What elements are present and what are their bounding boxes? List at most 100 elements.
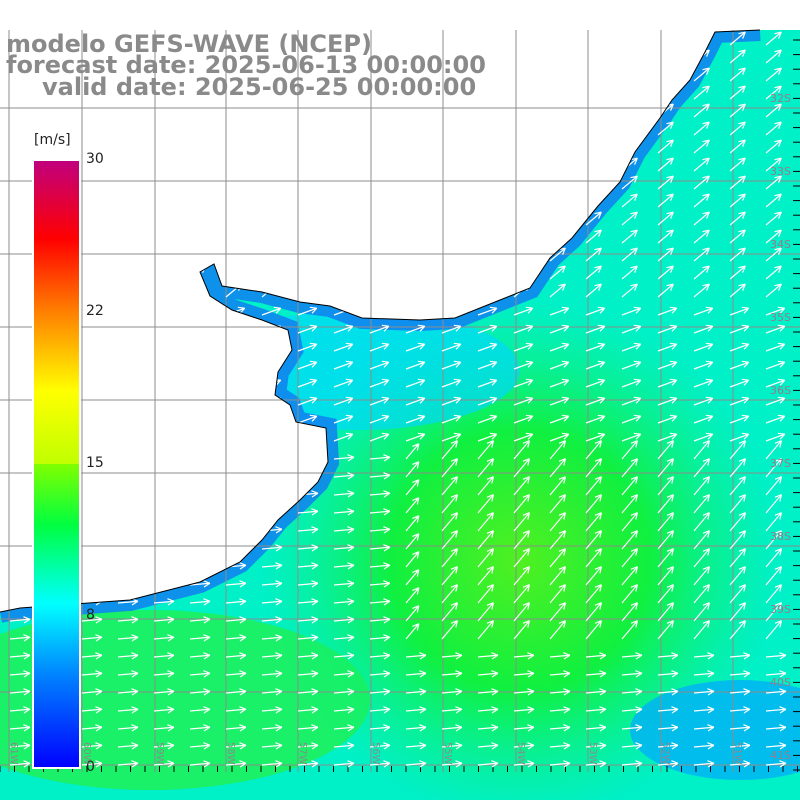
wind-arrow	[657, 283, 674, 298]
wind-arrow	[261, 175, 278, 190]
wind-arrow	[333, 342, 354, 352]
wind-arrow	[765, 378, 786, 388]
wind-arrow	[297, 193, 314, 208]
wind-arrow	[225, 598, 247, 606]
wind-arrow	[225, 342, 246, 352]
wind-arrow	[117, 306, 138, 316]
wind-arrow	[369, 688, 391, 696]
wind-arrow	[117, 634, 139, 642]
wind-arrow	[441, 211, 458, 226]
wind-arrow	[549, 432, 570, 442]
wind-arrow	[117, 432, 138, 442]
wind-arrow	[297, 103, 314, 118]
wind-arrow	[621, 458, 639, 478]
wind-arrow	[441, 378, 462, 388]
wind-arrow	[261, 508, 283, 516]
wind-arrow	[729, 121, 746, 136]
wind-arrow	[333, 562, 355, 570]
wind-arrow	[549, 211, 566, 226]
wind-arrow	[261, 396, 282, 406]
wind-arrow	[765, 494, 783, 514]
wind-arrow	[9, 688, 31, 696]
wind-arrow	[621, 49, 638, 64]
wind-arrow	[729, 67, 746, 82]
wind-arrow	[477, 265, 494, 280]
wind-arrow	[117, 616, 139, 624]
wind-arrow	[333, 472, 355, 480]
wind-arrow	[333, 211, 350, 226]
wind-arrow	[153, 432, 174, 442]
wind-arrow	[621, 512, 639, 532]
wind-arrow	[549, 688, 571, 696]
wind-arrow	[81, 742, 103, 750]
wind-arrow	[729, 476, 747, 496]
wind-arrow	[441, 414, 462, 424]
wind-arrow	[729, 265, 746, 280]
wind-arrow	[513, 512, 531, 532]
wind-arrow	[765, 103, 782, 118]
wind-arrow	[189, 616, 211, 624]
wind-arrow	[297, 378, 318, 388]
wind-arrow	[549, 706, 571, 714]
wind-arrow	[261, 157, 278, 172]
wind-arrow	[369, 265, 386, 280]
wind-arrow	[477, 670, 499, 678]
wind-arrow	[621, 139, 638, 154]
wind-arrow	[117, 414, 138, 424]
wind-arrow	[729, 706, 751, 714]
wind-arrow	[657, 620, 675, 640]
wind-arrow	[549, 49, 566, 64]
wind-arrow	[513, 760, 535, 768]
wind-arrow	[513, 620, 531, 640]
wind-arrow	[585, 724, 607, 732]
wind-arrow	[225, 324, 246, 334]
wind-arrow	[189, 229, 206, 244]
wind-arrow	[9, 724, 31, 732]
wind-arrow	[369, 652, 391, 660]
wind-arrow	[657, 306, 678, 316]
wind-arrow	[297, 526, 319, 534]
longitude-label: 58W	[225, 742, 236, 765]
wind-arrow	[621, 548, 639, 568]
wind-arrow	[657, 724, 679, 732]
wind-arrow	[585, 265, 602, 280]
longitude-label: 52W	[660, 742, 671, 765]
wind-arrow	[621, 530, 639, 550]
wind-arrow	[657, 458, 675, 478]
wind-arrow	[513, 306, 534, 316]
wind-arrow	[477, 652, 499, 660]
longitude-label: 53W	[587, 742, 598, 765]
wind-arrow	[585, 211, 602, 226]
wind-arrow	[405, 605, 420, 622]
wind-arrow	[225, 652, 247, 660]
wind-arrow	[261, 652, 283, 660]
wind-arrow	[405, 247, 422, 262]
wind-arrow	[585, 360, 606, 370]
wind-arrow	[369, 760, 391, 768]
latitude-label: 32S	[770, 92, 791, 105]
wind-arrow	[441, 247, 458, 262]
wind-arrow	[477, 360, 498, 370]
wind-arrow	[117, 652, 139, 660]
wind-arrow	[549, 620, 567, 640]
wind-arrow	[405, 479, 420, 496]
wind-arrow	[693, 566, 711, 586]
wind-arrow	[369, 283, 386, 298]
wind-arrow	[333, 396, 354, 406]
wind-arrow	[693, 652, 715, 660]
wind-arrow	[513, 566, 531, 586]
wind-arrow	[729, 566, 747, 586]
wind-arrow	[153, 454, 175, 462]
wind-arrow	[81, 562, 103, 570]
wind-arrow	[729, 378, 750, 388]
wind-arrow	[765, 360, 786, 370]
wind-arrow	[585, 742, 607, 750]
wind-arrow	[549, 396, 570, 406]
wind-arrow	[333, 526, 355, 534]
wind-arrow	[549, 342, 570, 352]
wind-arrow	[261, 580, 283, 588]
wind-arrow	[225, 175, 242, 190]
wind-arrow	[369, 193, 386, 208]
wind-arrow	[477, 724, 499, 732]
wind-arrow	[369, 724, 391, 732]
